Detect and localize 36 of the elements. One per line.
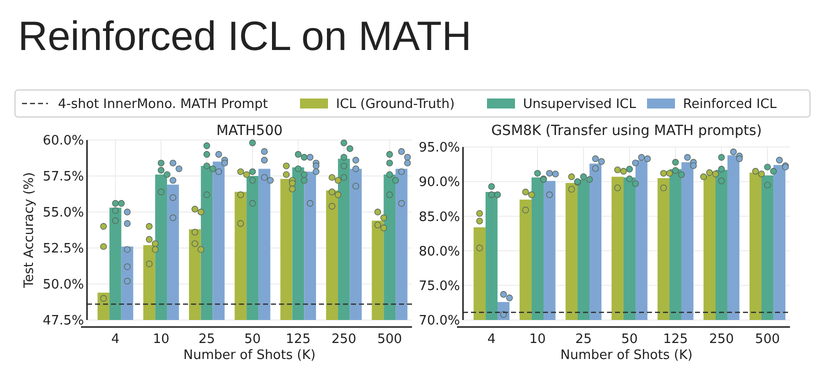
x-tick-label: 10 bbox=[529, 332, 546, 347]
x-tick-label: 125 bbox=[286, 332, 311, 347]
x-tick-label: 4 bbox=[487, 332, 496, 347]
legend-label: Unsupervised ICL bbox=[523, 97, 637, 112]
y-tick-label: 70.0% bbox=[418, 314, 460, 329]
x-tick-label: 25 bbox=[198, 332, 216, 347]
x-tick-label: 25 bbox=[575, 332, 592, 347]
x-tick-label: 4 bbox=[111, 332, 120, 347]
x-axis-title: Number of Shots (K) bbox=[183, 348, 316, 363]
x-tick-label: 50 bbox=[621, 332, 638, 347]
x-axis-title: Number of Shots (K) bbox=[560, 348, 693, 363]
y-tick-label: 85.0% bbox=[418, 210, 460, 225]
x-tick-label: 125 bbox=[663, 332, 688, 347]
y-tick-label: 90.0% bbox=[418, 175, 460, 190]
y-tick-label: 55.0% bbox=[42, 206, 84, 221]
y-tick-label: 47.5% bbox=[42, 314, 84, 329]
chart-subtitle: MATH500 bbox=[216, 123, 283, 139]
chart-title: GSM8K (Transfer using MATH prompts) bbox=[491, 123, 762, 139]
chart-title: Reinforced ICL on MATH bbox=[18, 13, 472, 59]
x-tick-label: 50 bbox=[244, 332, 261, 347]
x-tick-label: 250 bbox=[709, 332, 734, 347]
y-tick-label: 95.0% bbox=[418, 140, 460, 156]
x-tick-label: 250 bbox=[331, 332, 356, 347]
x-tick-label: 10 bbox=[152, 332, 170, 347]
legend-label: 4-shot InnerMono. MATH Prompt bbox=[58, 97, 268, 112]
y-tick-label: 75.0% bbox=[418, 278, 460, 294]
x-tick-label: 500 bbox=[755, 332, 780, 347]
legend-label: ICL (Ground-Truth) bbox=[336, 97, 455, 112]
x-tick-label: 500 bbox=[377, 332, 402, 347]
y-tick-label: 50.0% bbox=[42, 278, 84, 293]
y-axis-title: Test Accuracy (%) bbox=[22, 172, 37, 289]
y-tick-label: 80.0% bbox=[418, 244, 460, 260]
y-tick-label: 60.0% bbox=[42, 134, 84, 149]
y-tick-label: 52.5% bbox=[42, 242, 84, 257]
y-tick-label: 57.5% bbox=[42, 170, 84, 185]
legend-label: Reinforced ICL bbox=[683, 97, 778, 112]
